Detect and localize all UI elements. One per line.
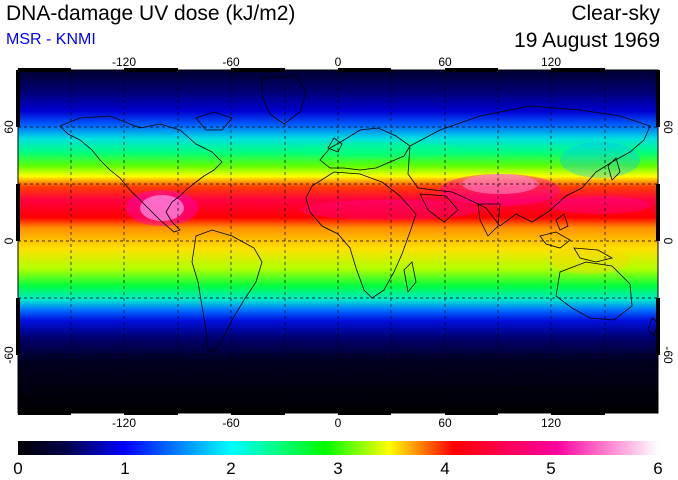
institution-label: MSR - KNMI [6,31,96,48]
colorbar-label: 0 [13,459,22,478]
lat-label-left: 0 [2,237,16,244]
colorbar-label: 6 [653,459,662,478]
lon-label-top: 60 [438,55,452,69]
lat-label-left: -60 [2,346,16,364]
lon-label-bottom: 120 [541,416,561,430]
colorbar [18,441,658,455]
date-label: 19 August 1969 [514,29,660,52]
chart-title: DNA-damage UV dose (kJ/m2) [6,2,296,25]
lon-label-top: 0 [335,55,342,69]
colorbar-label: 2 [226,459,235,478]
lat-label-left: 60 [2,120,16,134]
lon-label-bottom: 60 [438,416,452,430]
lat-label-right: -60 [661,346,675,364]
lon-label-bottom: 0 [335,416,342,430]
lon-label-top: 120 [541,55,561,69]
map-frame-ticks [16,68,660,415]
lon-label-top: -60 [222,55,240,69]
sky-condition-label: Clear-sky [571,2,660,25]
coastlines [18,75,658,401]
lon-label-bottom: -120 [112,416,136,430]
lon-label-top: -120 [112,55,136,69]
lon-label-bottom: -60 [222,416,240,430]
colorbar-label: 5 [546,459,555,478]
lat-label-right: 0 [661,238,675,245]
lat-label-right: 60 [661,120,675,134]
colorbar-label: 1 [120,459,129,478]
gridlines [18,70,658,413]
colorbar-label: 4 [440,459,449,478]
uv-dose-field [18,70,658,413]
colorbar-label: 3 [333,459,342,478]
